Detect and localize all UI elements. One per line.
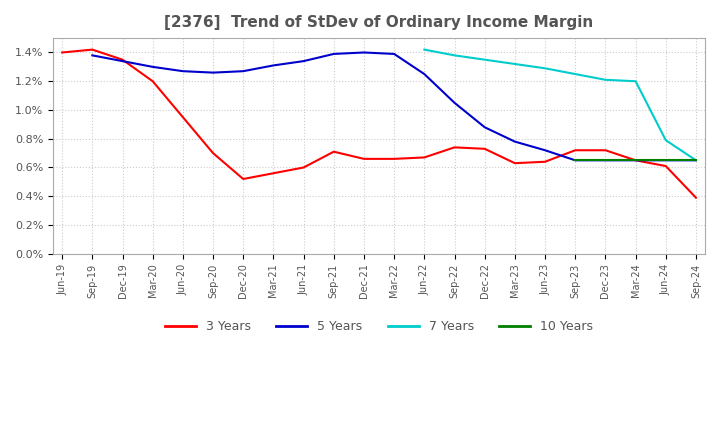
Title: [2376]  Trend of StDev of Ordinary Income Margin: [2376] Trend of StDev of Ordinary Income… [164,15,594,30]
Legend: 3 Years, 5 Years, 7 Years, 10 Years: 3 Years, 5 Years, 7 Years, 10 Years [160,315,598,338]
